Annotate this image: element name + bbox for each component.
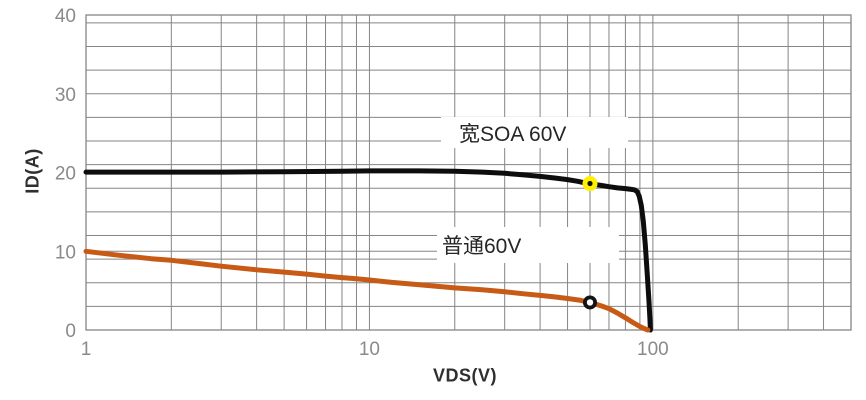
series-line-normal [83,248,651,333]
annotation-normal-label: 普通60V [437,227,619,263]
y-tick-label: 0 [65,321,76,342]
annotation-wide-soa-label: 宽SOA 60V [441,117,628,148]
x-tick-label: 1 [81,339,92,360]
y-tick-label: 10 [55,242,76,263]
x-axis-title: VDS(V) [432,365,498,386]
y-tick-label: 40 [55,6,76,27]
y-tick-label: 20 [55,164,76,185]
marker-yellow-dot-center [587,180,593,187]
y-tick-label: 30 [55,85,76,106]
marker-black-ring-center [586,299,594,306]
y-axis-title: ID(A) [22,148,43,194]
x-tick-label: 10 [359,339,380,360]
x-tick-label: 100 [637,339,669,360]
